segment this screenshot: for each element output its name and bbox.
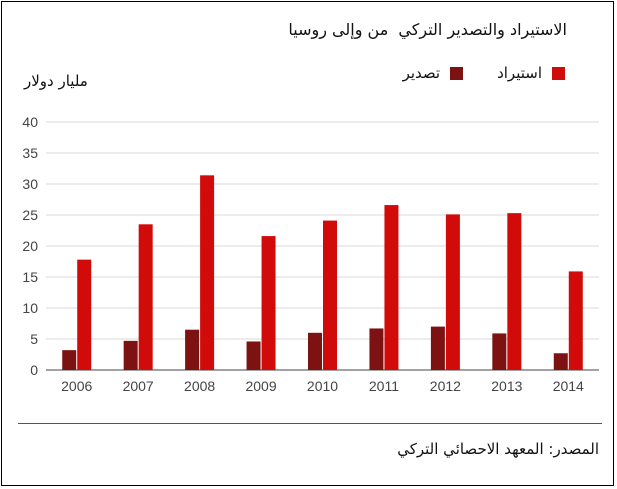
y-tick-label: 5 xyxy=(30,331,38,347)
y-tick-label: 30 xyxy=(22,176,38,192)
y-axis-label: مليار دولار xyxy=(24,72,88,90)
bar-export xyxy=(369,328,384,370)
bar-export xyxy=(308,332,322,370)
bar-import xyxy=(77,259,92,370)
bar-export xyxy=(62,350,77,370)
x-tick-label: 2008 xyxy=(184,378,215,394)
y-tick-label: 15 xyxy=(22,269,38,285)
bar-import xyxy=(138,224,153,370)
x-tick-label: 2009 xyxy=(245,378,276,394)
y-tick-label: 40 xyxy=(22,114,38,130)
bar-export xyxy=(553,353,568,370)
legend-swatch-export xyxy=(450,66,464,80)
bar-import xyxy=(200,175,215,370)
x-tick-label: 2006 xyxy=(61,378,92,394)
chart-title: الاستيراد والتصدير التركي من وإلى روسيا xyxy=(288,20,567,39)
bar-export xyxy=(185,329,200,370)
x-tick-label: 2012 xyxy=(430,378,461,394)
x-tick-label: 2010 xyxy=(307,378,338,394)
x-tick-label: 2007 xyxy=(123,378,154,394)
source-note: المصدر: المعهد الاحصائي التركي xyxy=(397,440,599,458)
bar-export xyxy=(123,340,138,370)
legend: استيراد تصدير xyxy=(403,62,565,84)
y-tick-label: 0 xyxy=(30,362,38,378)
x-tick-label: 2011 xyxy=(369,378,399,394)
source-divider xyxy=(18,423,602,424)
legend-label-import: استيراد xyxy=(497,64,542,82)
y-tick-label: 25 xyxy=(22,207,38,223)
bar-export xyxy=(492,333,507,370)
legend-label-export: تصدير xyxy=(402,64,441,82)
bar-export xyxy=(430,326,445,370)
bar-import xyxy=(261,236,276,370)
bar-import xyxy=(568,271,583,370)
y-tick-label: 35 xyxy=(22,145,38,161)
bar-import xyxy=(445,214,460,370)
legend-item-export: تصدير xyxy=(403,64,464,82)
y-tick-label: 20 xyxy=(22,238,38,254)
y-tick-label: 10 xyxy=(22,300,38,316)
bar-import xyxy=(323,220,337,370)
legend-item-import: استيراد xyxy=(497,64,565,82)
bar-import xyxy=(384,205,399,370)
x-tick-label: 2013 xyxy=(491,378,522,394)
bar-import xyxy=(507,213,522,370)
x-tick-label: 2014 xyxy=(553,378,584,394)
legend-swatch-import xyxy=(552,66,565,80)
bar-export xyxy=(246,341,261,370)
